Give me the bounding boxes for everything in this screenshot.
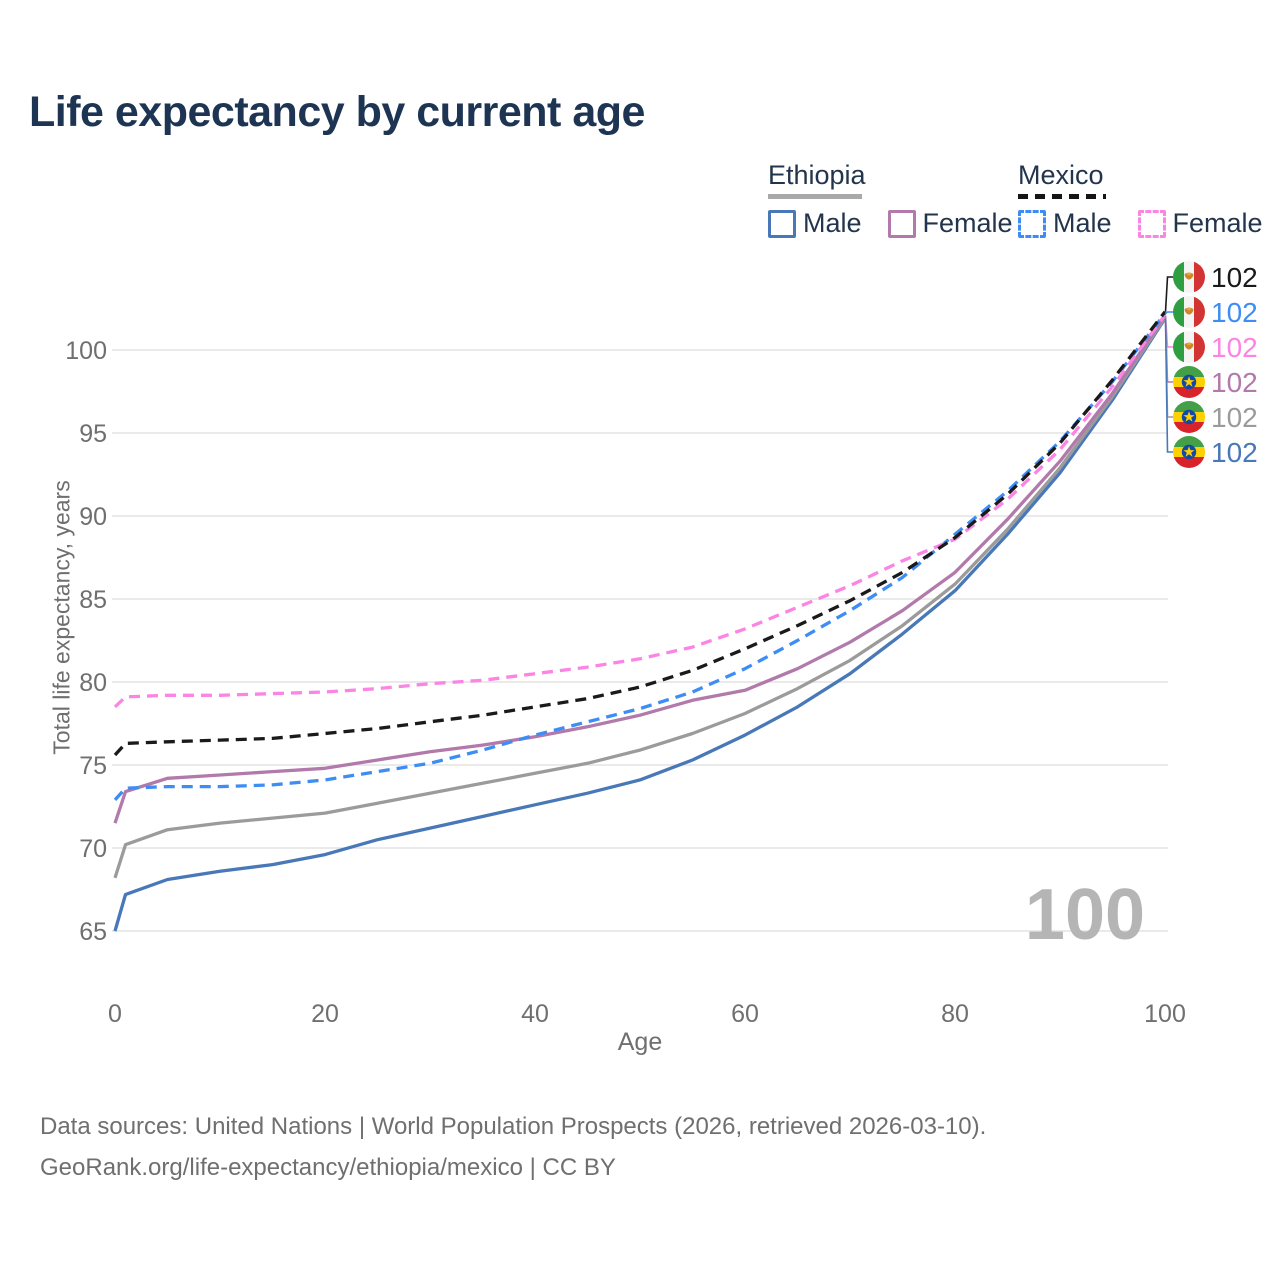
age-watermark: 100 <box>1024 875 1146 955</box>
y-tick-label-85: 85 <box>79 586 107 614</box>
x-axis-title: Age <box>617 1028 663 1056</box>
legend-country-label: Mexico <box>1018 160 1104 190</box>
legend-item-label: Male <box>803 208 862 238</box>
end-value-label-ethiopia-female: 102 <box>1211 367 1258 398</box>
legend-item-label: Female <box>922 208 1013 238</box>
y-tick-label-90: 90 <box>79 503 107 531</box>
legend-line-style-dashed <box>1018 194 1106 199</box>
series-line-ethiopia-all[interactable] <box>113 316 1167 879</box>
end-label-connector-mexico-male <box>1165 311 1174 315</box>
mexico-flag-icon <box>1173 331 1205 363</box>
x-tick-label-0: 0 <box>108 1000 122 1028</box>
series-line-ethiopia-female[interactable] <box>113 315 1167 824</box>
end-label-connector-ethiopia-male <box>1164 318 1174 453</box>
x-tick-label-60: 60 <box>731 1000 759 1028</box>
y-tick-label-65: 65 <box>79 918 107 946</box>
end-value-label-ethiopia-all: 102 <box>1211 402 1258 433</box>
y-tick-label-75: 75 <box>79 752 107 780</box>
series-line-mexico-male[interactable] <box>113 312 1167 802</box>
x-tick-label-40: 40 <box>521 1000 549 1028</box>
ethiopia-flag-icon <box>1173 401 1205 433</box>
legend-item-ethiopia-male[interactable]: Male <box>768 208 862 239</box>
y-tick-label-100: 100 <box>65 337 107 365</box>
end-value-label-mexico-female: 102 <box>1211 332 1258 363</box>
y-tick-label-95: 95 <box>79 420 107 448</box>
legend-checkbox-female[interactable] <box>1137 209 1166 238</box>
legend-group-mexico: Mexico Male Female <box>1018 160 1280 239</box>
mexico-flag-icon <box>1173 296 1205 328</box>
legend-checkbox-male[interactable] <box>768 209 796 238</box>
x-tick-label-20: 20 <box>311 1000 339 1028</box>
footer: Data sources: United Nations | World Pop… <box>40 1106 986 1188</box>
end-value-label-ethiopia-male: 102 <box>1211 437 1258 468</box>
legend-item-mexico-female[interactable]: Female <box>1137 208 1263 239</box>
series-line-ethiopia-male[interactable] <box>113 317 1167 932</box>
legend-checkbox-female[interactable] <box>887 209 916 238</box>
legend-item-mexico-male[interactable]: Male <box>1018 208 1112 239</box>
ethiopia-flag-icon <box>1173 366 1205 398</box>
page-title: Life expectancy by current age <box>29 88 645 136</box>
legend-item-ethiopia-female[interactable]: Female <box>887 208 1013 239</box>
legend-group-ethiopia: Ethiopia Male Female <box>768 160 1039 239</box>
legend-country-label: Ethiopia <box>768 160 866 190</box>
x-tick-label-100: 100 <box>1144 1000 1186 1028</box>
end-value-label-mexico-male: 102 <box>1211 297 1258 328</box>
legend-item-label: Female <box>1172 208 1263 238</box>
ethiopia-flag-icon <box>1173 436 1205 468</box>
end-value-label-mexico-all: 102 <box>1211 262 1258 293</box>
y-tick-label-80: 80 <box>79 669 107 697</box>
legend-item-label: Male <box>1053 208 1112 238</box>
series-line-mexico-female[interactable] <box>113 314 1167 709</box>
legend-checkbox-male[interactable] <box>1018 209 1046 238</box>
legend-line-style-solid <box>768 194 862 199</box>
x-tick-label-80: 80 <box>941 1000 969 1028</box>
footer-sources-line: Data sources: United Nations | World Pop… <box>40 1113 987 1140</box>
end-label-connector-mexico-all <box>1164 276 1174 312</box>
y-tick-label-70: 70 <box>79 835 107 863</box>
footer-url-line: GeoRank.org/life-expectancy/ethiopia/mex… <box>40 1154 616 1181</box>
series-line-mexico-all[interactable] <box>113 310 1167 757</box>
mexico-flag-icon <box>1173 261 1205 293</box>
